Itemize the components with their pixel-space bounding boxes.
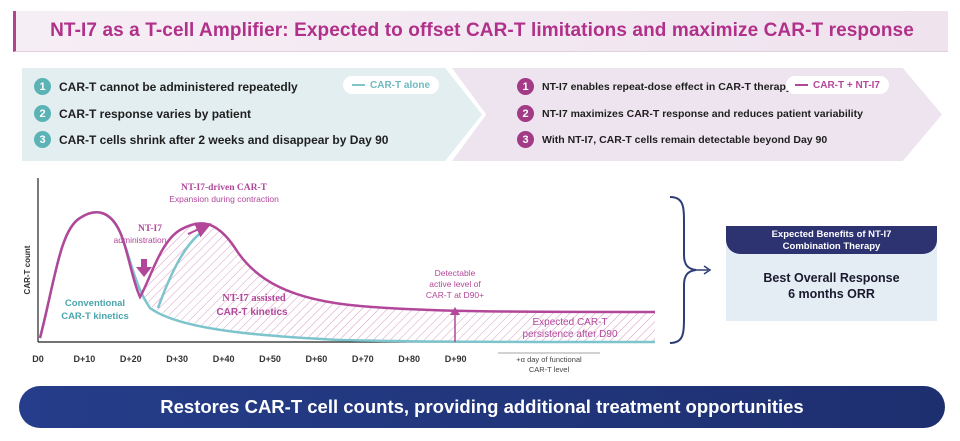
number-badge: 2 — [517, 105, 534, 122]
limitation-item: 3 CAR-T cells shrink after 2 weeks and d… — [34, 131, 388, 148]
benefit-text: NT-I7 maximizes CAR-T response and reduc… — [542, 107, 863, 120]
legend-car-t-nt-i7: CAR-T + NT-I7 — [786, 76, 889, 94]
x-tick-label: D+60 — [306, 354, 328, 364]
number-badge: 2 — [34, 105, 51, 122]
annotation-assisted: CAR-T kinetics — [216, 307, 288, 318]
annotation-detectable: Detectable — [435, 268, 476, 278]
x-tick-label: D+20 — [120, 354, 142, 364]
annotation-persistence: Expected CAR-T — [532, 317, 607, 328]
number-badge: 3 — [34, 131, 51, 148]
benefit-header: Expected Benefits of NT-I7 Combination T… — [726, 226, 937, 254]
benefit-header-line: Expected Benefits of NT-I7 — [771, 229, 892, 240]
administration-arrow-icon — [136, 259, 152, 277]
benefit-item: 3 With NT-I7, CAR-T cells remain detecta… — [517, 131, 827, 148]
bottom-banner: Restores CAR-T cell counts, providing ad… — [19, 386, 945, 428]
d90-arrow-icon — [450, 307, 460, 315]
limitation-text: CAR-T cannot be administered repeatedly — [59, 79, 298, 94]
benefit-text: NT-I7 enables repeat-dose effect in CAR-… — [542, 80, 792, 93]
alpha-label: +α day of functional — [516, 355, 582, 364]
expected-benefits-box: Expected Benefits of NT-I7 Combination T… — [726, 226, 937, 321]
benefit-line: 6 months ORR — [788, 287, 875, 301]
x-tick-label: D0 — [32, 354, 44, 364]
annotation-detectable: CAR-T at D90+ — [426, 290, 484, 300]
annotation-persistence: persistence after D90 — [522, 329, 617, 340]
legend-line-magenta — [795, 84, 808, 86]
x-tick-label: D+30 — [166, 354, 188, 364]
legend-line-teal — [352, 84, 365, 86]
benefit-header-line: Combination Therapy — [782, 241, 881, 252]
number-badge: 1 — [517, 78, 534, 95]
x-tick-label: D+10 — [74, 354, 96, 364]
number-badge: 1 — [34, 78, 51, 95]
annotation-conventional: Conventional — [65, 298, 125, 309]
legend-label: CAR-T + NT-I7 — [813, 79, 880, 91]
x-tick-label: D+40 — [213, 354, 235, 364]
benefit-main-text: Best Overall Response 6 months ORR — [726, 270, 937, 302]
annotation-nt-admin: administration — [114, 235, 167, 245]
legend-car-t-alone: CAR-T alone — [343, 76, 439, 94]
limitation-text: CAR-T cells shrink after 2 weeks and dis… — [59, 132, 389, 147]
limitation-item: 1 CAR-T cannot be administered repeatedl… — [34, 78, 298, 95]
car-t-nt-i7-curve — [38, 210, 656, 339]
limitation-item: 2 CAR-T response varies by patient — [34, 105, 251, 122]
x-tick-label: D+90 — [445, 354, 467, 364]
benefit-item: 2 NT-I7 maximizes CAR-T response and red… — [517, 105, 863, 122]
y-axis-label: CAR-T count — [23, 245, 32, 294]
annotation-assisted: NT-I7 assisted — [222, 293, 286, 304]
number-badge: 3 — [517, 131, 534, 148]
x-tick-label: D+70 — [352, 354, 374, 364]
brace-icon — [669, 196, 712, 344]
benefit-item: 1 NT-I7 enables repeat-dose effect in CA… — [517, 78, 792, 95]
annotation-driven: NT-I7-driven CAR-T — [181, 183, 268, 193]
legend-label: CAR-T alone — [370, 79, 430, 91]
benefit-text: With NT-I7, CAR-T cells remain detectabl… — [542, 133, 828, 146]
benefit-line: Best Overall Response — [763, 271, 900, 285]
expansion-arrow — [187, 222, 212, 238]
page-title: NT-I7 as a T-cell Amplifier: Expected to… — [13, 11, 948, 52]
limitation-text: CAR-T response varies by patient — [59, 106, 252, 121]
alpha-label: CAR-T level — [529, 365, 570, 374]
x-tick-label: D+50 — [259, 354, 281, 364]
x-tick-labels: D0 D+10 D+20 D+30 D+40 D+50 D+60 D+70 D+80 D+90 — [32, 354, 466, 364]
annotation-detectable: active level of — [429, 279, 481, 289]
annotation-conventional: CAR-T kinetics — [61, 311, 129, 322]
x-tick-label: D+80 — [398, 354, 420, 364]
car-t-kinetics-chart: CAR-T count NT-I7 administration NT-I7-d… — [23, 178, 656, 374]
annotation-driven: Expansion during contraction — [169, 194, 279, 204]
annotation-nt-admin: NT-I7 — [138, 224, 162, 234]
